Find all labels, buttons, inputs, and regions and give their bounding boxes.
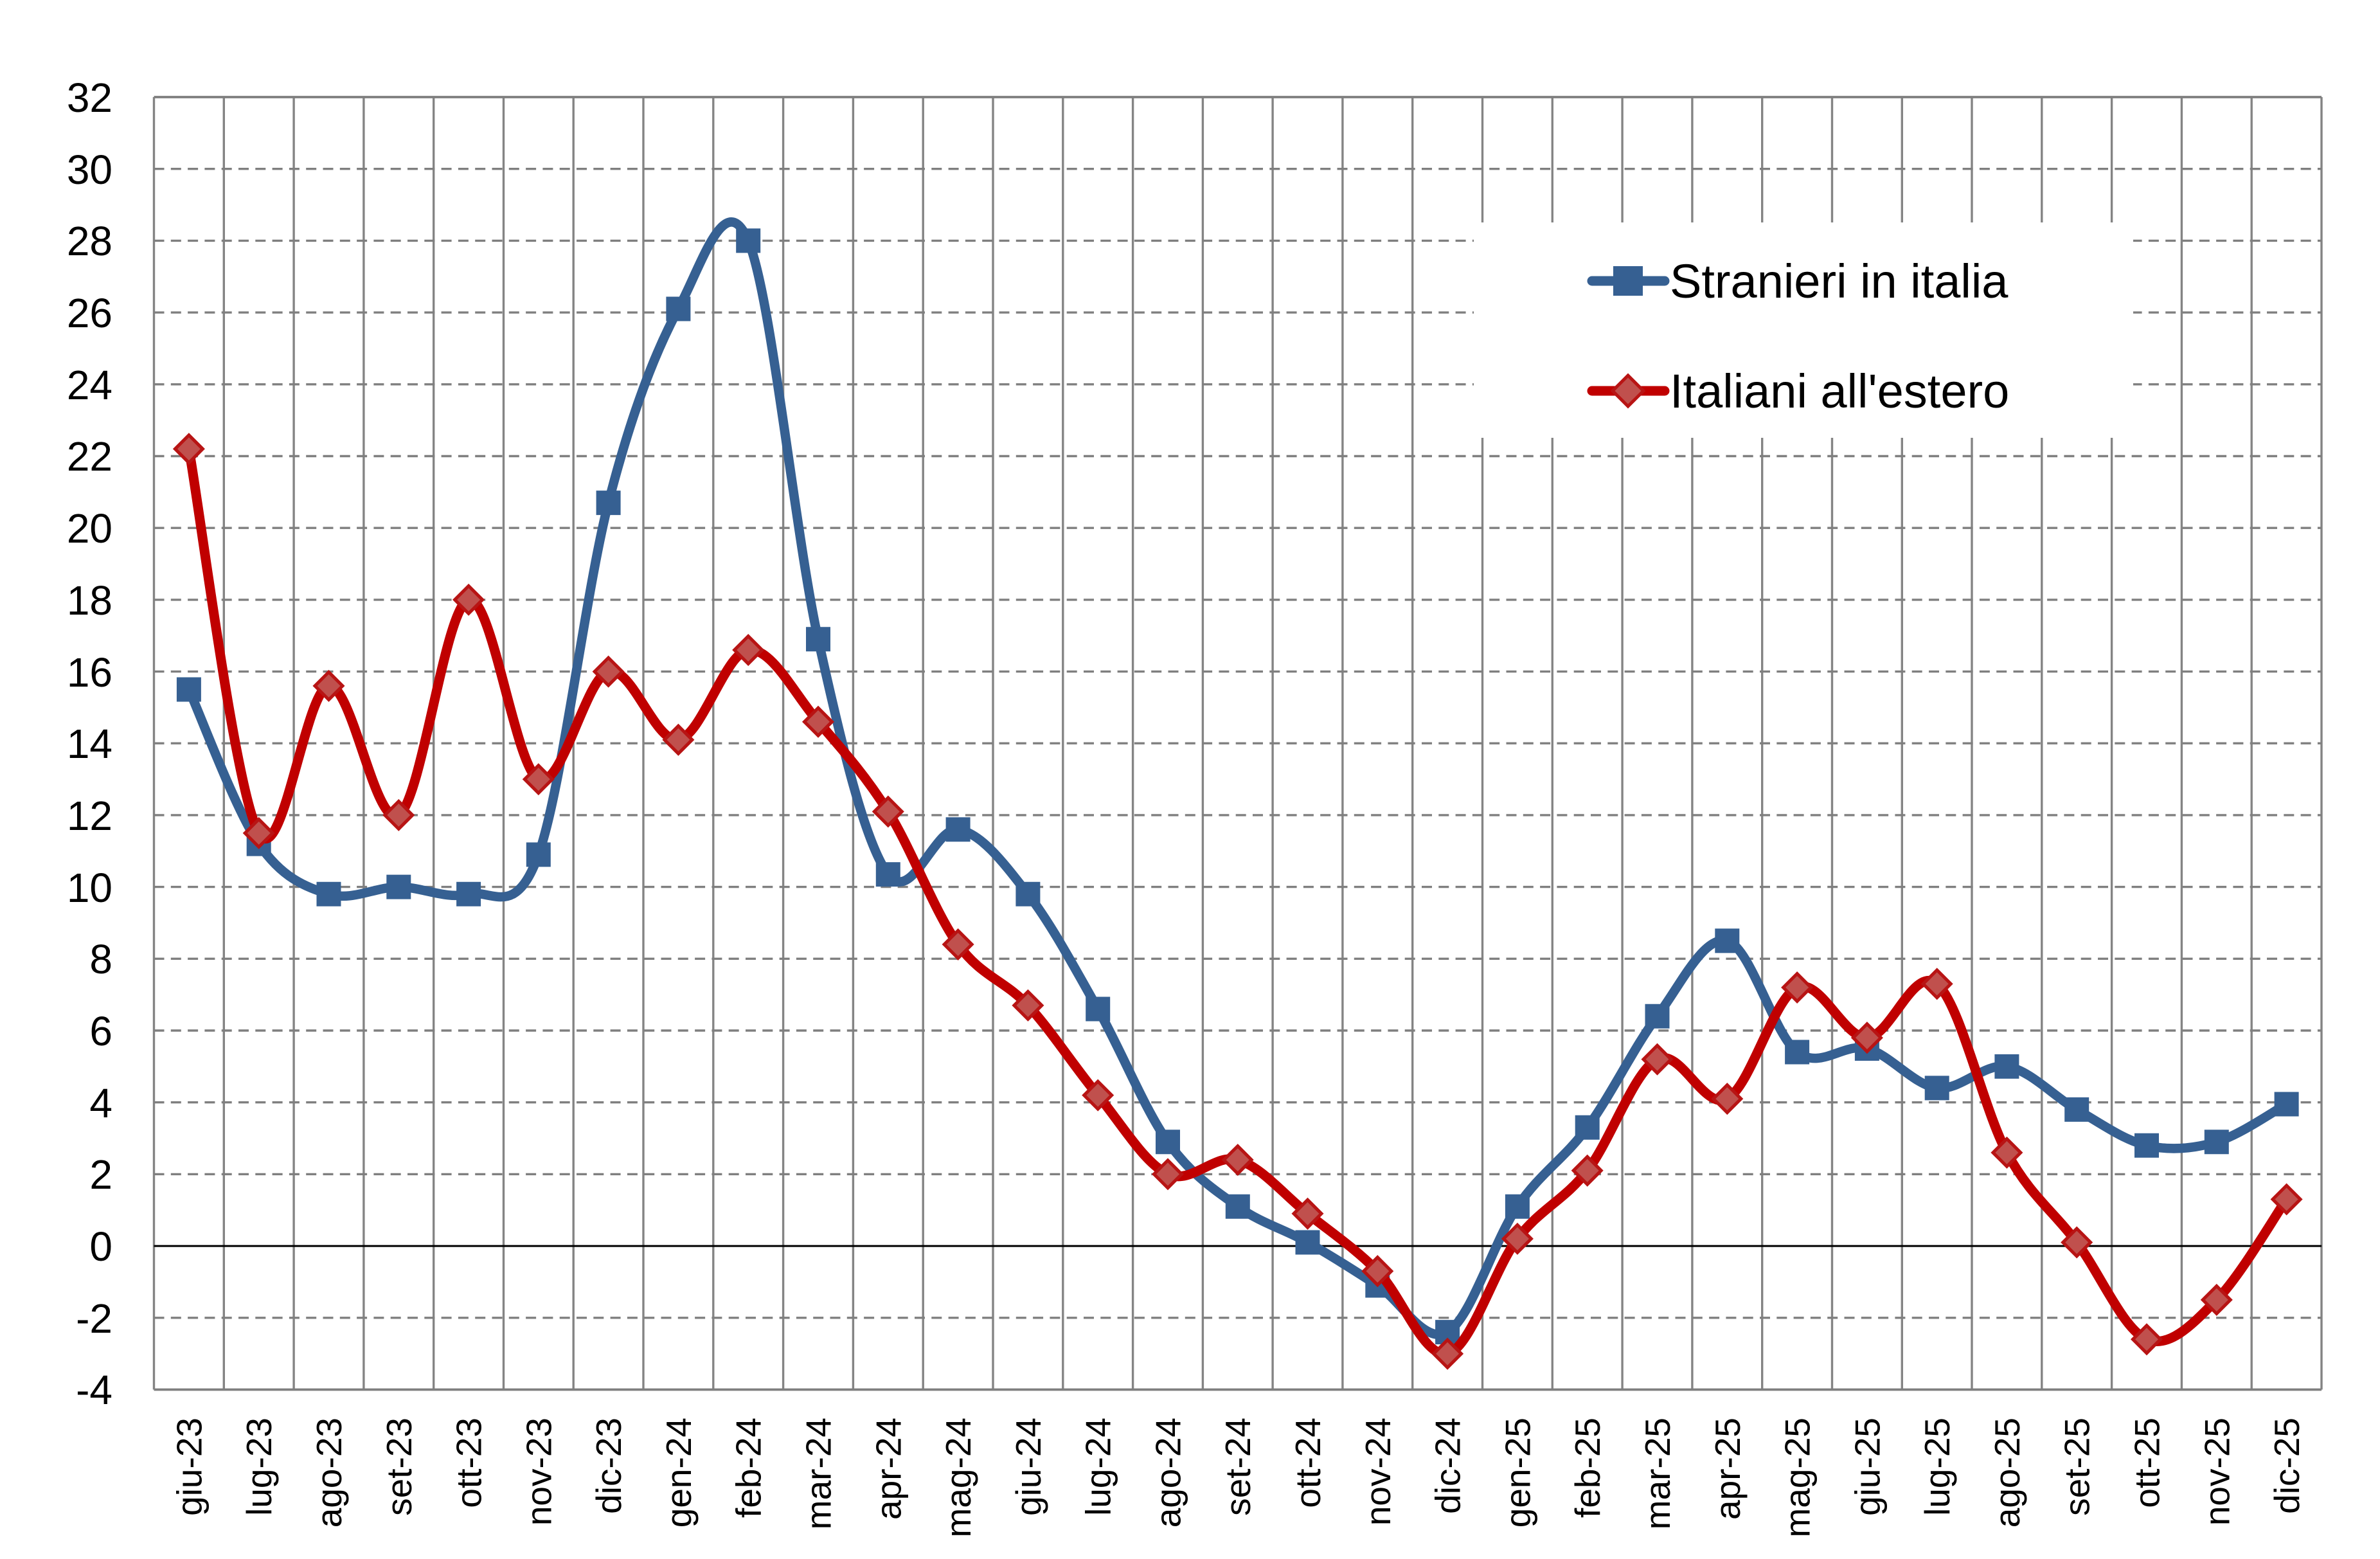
svg-text:4: 4 [89,1080,112,1126]
svg-text:18: 18 [67,577,112,624]
svg-text:32: 32 [67,75,112,121]
svg-text:nov-24: nov-24 [1358,1418,1398,1526]
svg-text:mar-24: mar-24 [799,1418,839,1529]
svg-text:Italiani all'estero: Italiani all'estero [1670,365,2009,418]
svg-text:2: 2 [89,1151,112,1198]
svg-text:10: 10 [67,865,112,911]
svg-text:0: 0 [89,1223,112,1270]
svg-text:gen-24: gen-24 [659,1418,699,1527]
svg-text:20: 20 [67,505,112,552]
svg-text:mag-25: mag-25 [1778,1418,1818,1537]
svg-text:24: 24 [67,362,112,408]
svg-text:set-23: set-23 [379,1418,419,1516]
svg-text:gen-25: gen-25 [1498,1418,1537,1527]
svg-text:Stranieri in italia: Stranieri in italia [1670,255,2009,308]
svg-text:-2: -2 [76,1295,112,1342]
svg-text:apr-24: apr-24 [868,1418,908,1520]
svg-text:ago-23: ago-23 [309,1418,349,1527]
svg-text:16: 16 [67,649,112,696]
svg-text:lug-25: lug-25 [1917,1418,1957,1516]
svg-text:mag-24: mag-24 [938,1418,978,1537]
svg-text:6: 6 [89,1008,112,1054]
svg-text:30: 30 [67,147,112,193]
svg-text:feb-24: feb-24 [729,1418,769,1518]
svg-text:ott-25: ott-25 [2127,1418,2167,1508]
svg-text:nov-23: nov-23 [519,1418,559,1526]
svg-text:lug-24: lug-24 [1078,1418,1118,1516]
svg-text:26: 26 [67,290,112,336]
svg-text:mar-25: mar-25 [1638,1418,1678,1529]
svg-text:ago-25: ago-25 [1987,1418,2027,1527]
svg-text:nov-25: nov-25 [2197,1418,2237,1526]
svg-text:28: 28 [67,218,112,264]
svg-text:8: 8 [89,936,112,982]
svg-text:apr-25: apr-25 [1708,1418,1748,1520]
svg-text:ott-24: ott-24 [1288,1418,1328,1508]
svg-text:feb-25: feb-25 [1568,1418,1607,1518]
svg-text:22: 22 [67,433,112,480]
svg-text:ott-23: ott-23 [449,1418,489,1508]
svg-text:giu-23: giu-23 [169,1418,209,1516]
svg-text:14: 14 [67,721,112,767]
svg-text:dic-23: dic-23 [589,1418,629,1514]
svg-text:giu-24: giu-24 [1008,1418,1048,1516]
svg-text:dic-24: dic-24 [1428,1418,1468,1514]
svg-text:set-25: set-25 [2057,1418,2097,1516]
svg-text:giu-25: giu-25 [1847,1418,1887,1516]
svg-text:set-24: set-24 [1218,1418,1258,1516]
svg-text:12: 12 [67,793,112,839]
svg-text:dic-25: dic-25 [2267,1418,2307,1514]
svg-text:-4: -4 [76,1367,112,1413]
svg-text:ago-24: ago-24 [1149,1418,1188,1527]
svg-text:lug-23: lug-23 [239,1418,279,1516]
